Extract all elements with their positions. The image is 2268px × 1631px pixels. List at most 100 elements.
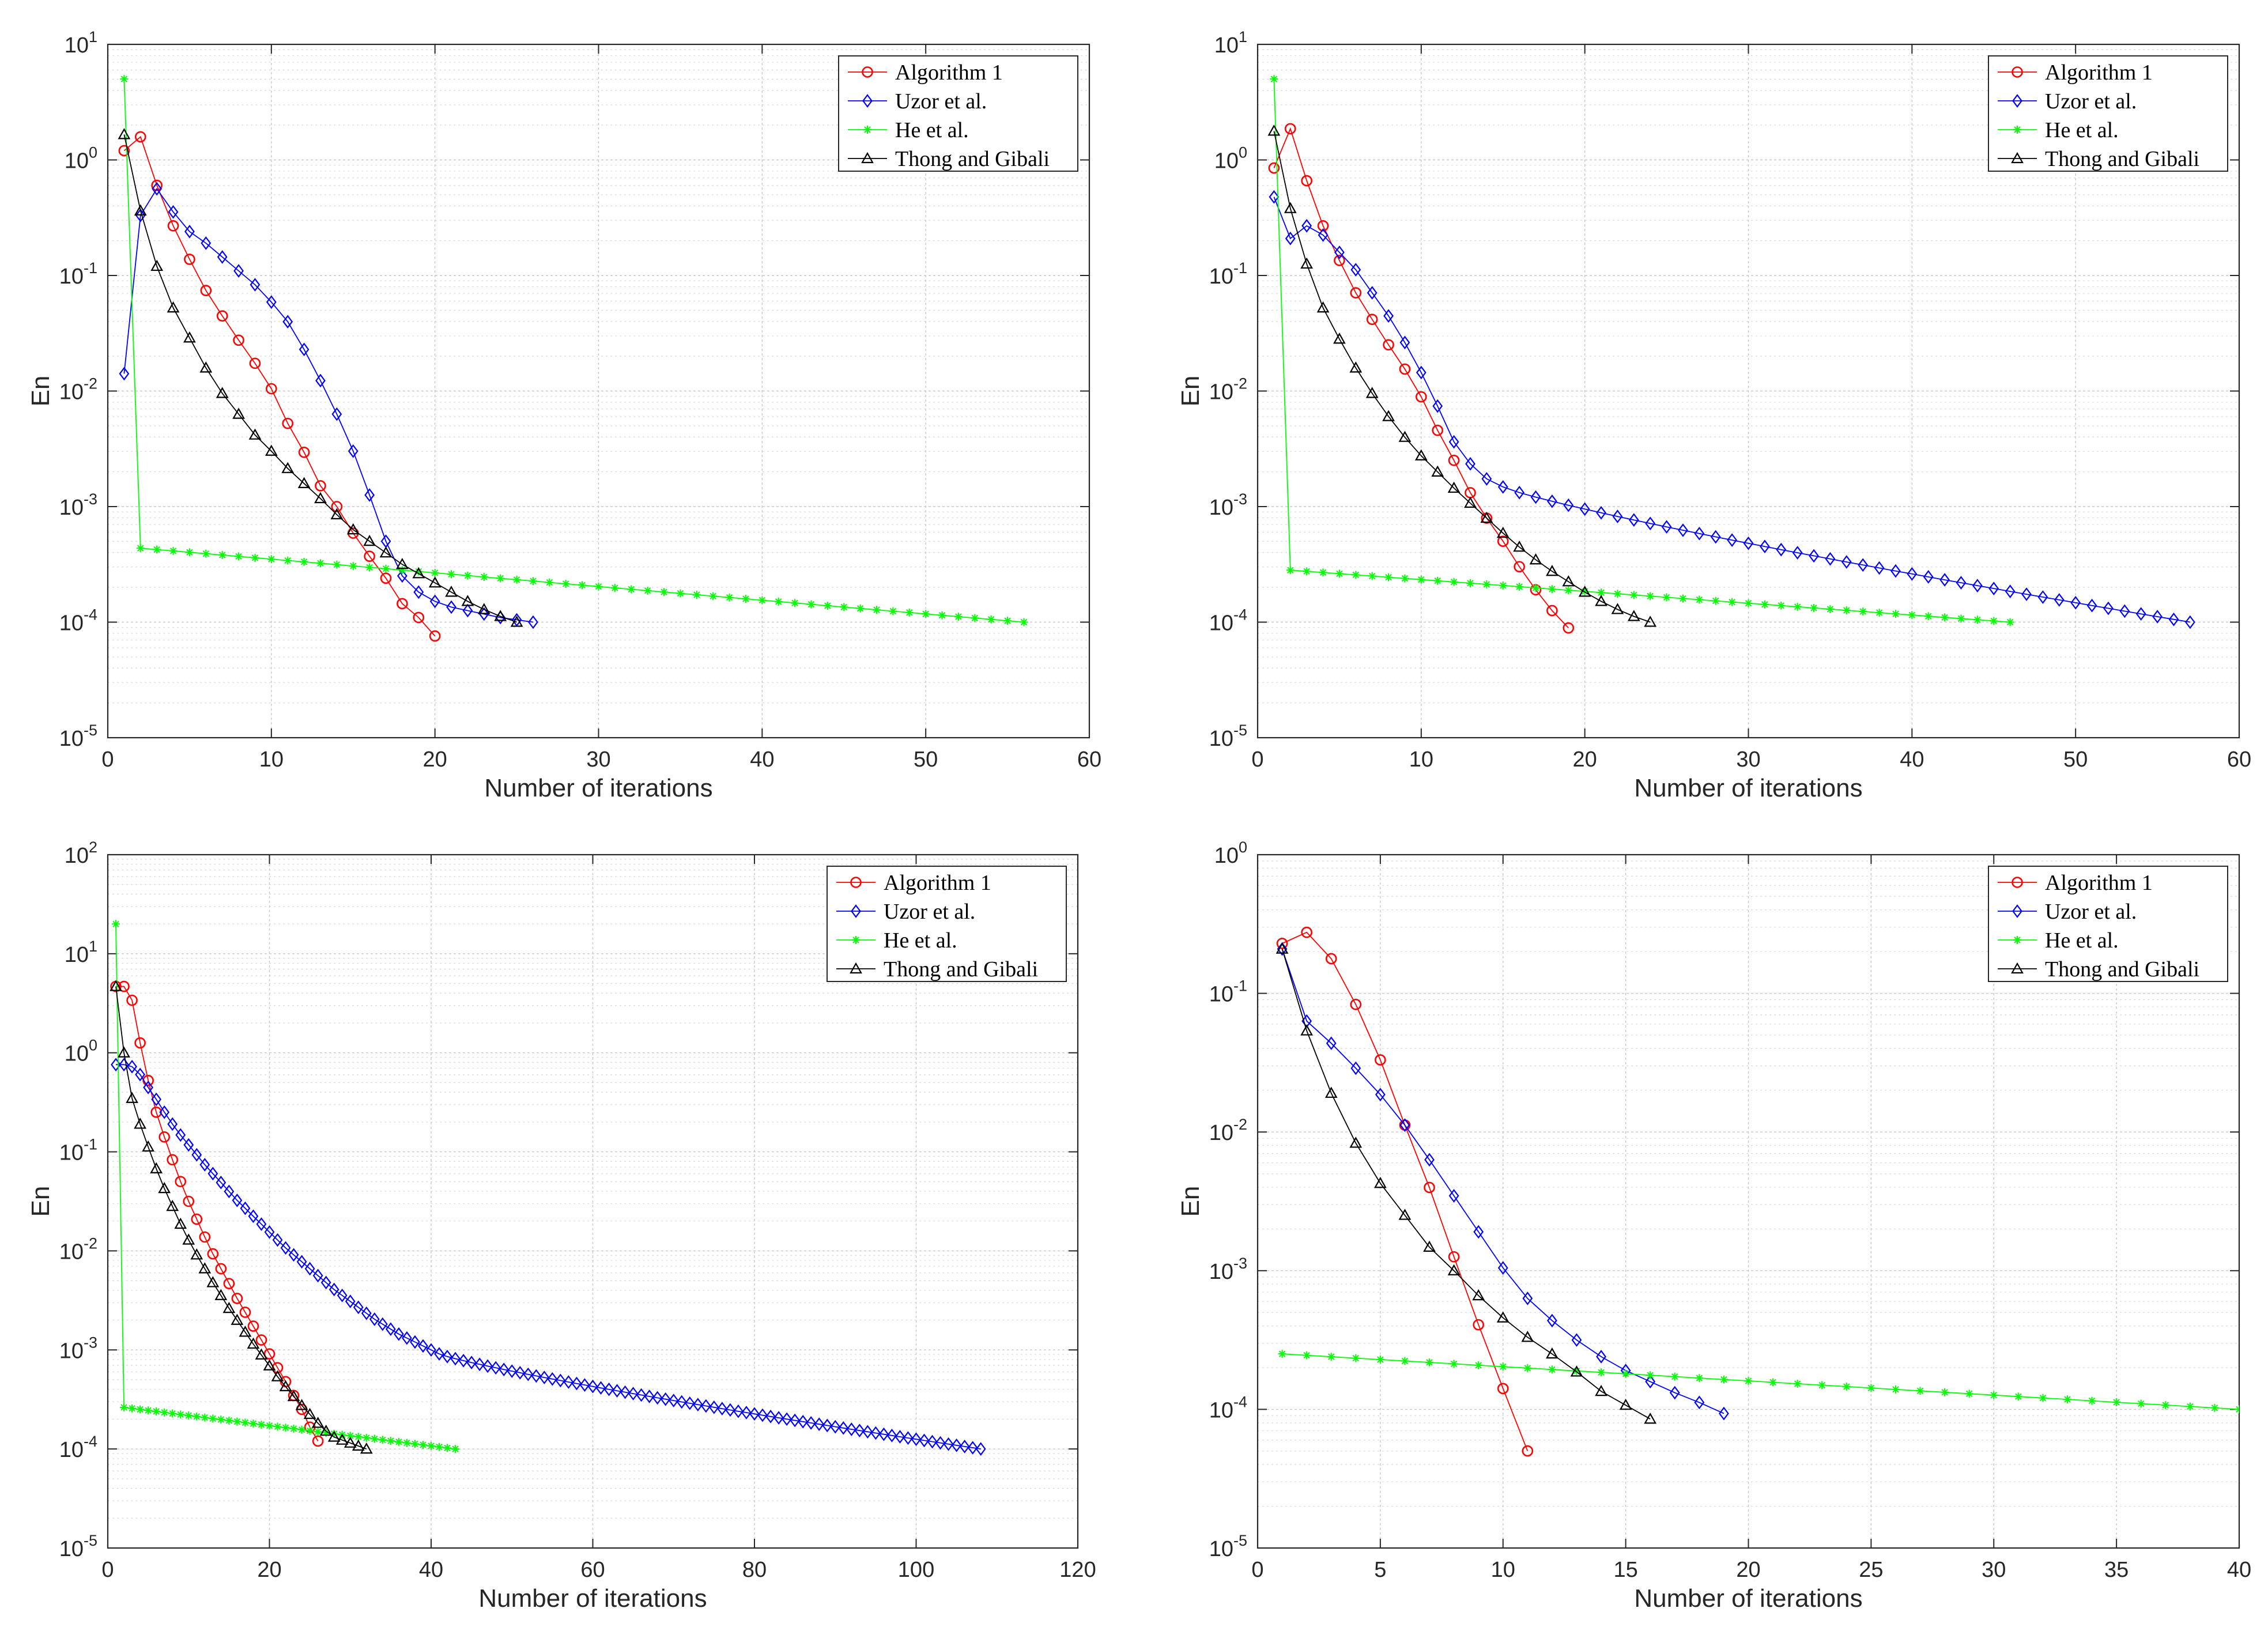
data-point [240, 1201, 251, 1215]
data-point [362, 1433, 371, 1442]
data-point [1744, 1377, 1753, 1385]
data-point [267, 555, 276, 564]
y-axis: 10-5 10-4 10-3 10-2 10-1 100 101 [59, 28, 1089, 751]
data-point [191, 1147, 202, 1162]
data-point [1621, 1369, 1630, 1378]
series-algorithm-1 [1268, 123, 1575, 634]
data-point [168, 205, 179, 219]
data-point [257, 1420, 266, 1429]
data-point [889, 607, 897, 616]
data-point [166, 1199, 179, 1211]
data-point [1350, 999, 1362, 1010]
data-point [1546, 1347, 1558, 1359]
data-point [1366, 314, 1378, 325]
data-point [1433, 576, 1442, 585]
chart-4: 0 5 10 15 20 25 30 35 40 10-5 10-4 10-3 10-2 10-1 100 N… [1176, 839, 2251, 1613]
data-point [414, 567, 423, 576]
data-point [2005, 584, 2016, 598]
y-tick-label: 100 [1214, 839, 1247, 868]
data-point [200, 285, 212, 296]
data-point [987, 615, 995, 624]
data-point [312, 1268, 323, 1283]
data-point [1867, 1384, 1875, 1392]
data-point [168, 1409, 177, 1418]
data-point [429, 594, 440, 609]
data-point [1941, 613, 1949, 622]
y-tick-label: 10-1 [59, 1136, 97, 1165]
x-tick-label: 60 [2227, 747, 2251, 772]
data-point [111, 1058, 121, 1072]
data-point [159, 1131, 170, 1143]
data-point [207, 1166, 218, 1181]
data-point [1465, 456, 1475, 471]
data-point [1497, 480, 1508, 494]
data-point [1694, 1395, 1705, 1410]
chart-3: 0 20 40 60 80 100 12010-510-410-310-210-110010… [27, 839, 1096, 1613]
legend-box [1988, 55, 2228, 172]
series-algorithm-1 [118, 131, 441, 642]
data-point [943, 1437, 954, 1451]
data-point [380, 572, 392, 584]
data-point [1269, 190, 1280, 204]
data-point [346, 523, 360, 535]
data-point [529, 577, 537, 586]
y-axis: 10-5 10-4 10-3 10-2 10-1 100 101 102 [59, 839, 1078, 1561]
data-point [443, 1444, 452, 1452]
data-point [428, 576, 441, 588]
data-point [1859, 607, 1867, 616]
data-point [386, 1437, 395, 1445]
x-axis-label: Number of iterations [1634, 1584, 1862, 1613]
data-point [507, 1364, 518, 1378]
data-point [2152, 610, 2163, 624]
data-point [135, 208, 146, 222]
data-point [790, 1413, 800, 1428]
data-point [571, 1376, 582, 1391]
x-tick-label: 80 [742, 1558, 767, 1582]
data-point [184, 1411, 193, 1420]
data-point [249, 357, 261, 369]
data-point [233, 1417, 241, 1426]
data-point [167, 1117, 178, 1131]
y-tick-label: 10-2 [1209, 1116, 1247, 1145]
data-point [1874, 561, 1885, 575]
data-point [255, 1334, 267, 1346]
data-point [1448, 454, 1460, 466]
y-tick-label: 100 [65, 144, 97, 173]
data-point [807, 600, 816, 609]
data-point [2137, 1399, 2145, 1408]
legend-marker [2012, 66, 2023, 78]
data-point [1611, 603, 1624, 614]
data-point [610, 584, 619, 592]
series-he-et-al- [1278, 1350, 2239, 1414]
y-tick-label: 10-2 [59, 375, 97, 405]
y-tick-label: 10-4 [1209, 1393, 1247, 1422]
series-thong-and-gibali [1267, 124, 1657, 627]
data-point [477, 603, 490, 614]
data-point [1547, 1313, 1557, 1328]
x-tick-label: 40 [419, 1558, 443, 1582]
data-point [120, 75, 129, 84]
data-point [1891, 610, 1900, 618]
data-point [1326, 1036, 1337, 1051]
data-point [451, 1445, 460, 1453]
data-point [1562, 575, 1575, 587]
data-point [183, 1195, 195, 1207]
series-he-et-al- [1270, 75, 2014, 626]
data-point [118, 145, 130, 157]
data-point [741, 1406, 752, 1419]
legend-label: Thong and Gibali [2045, 957, 2199, 981]
data-point [1646, 1371, 1655, 1380]
data-point [1496, 526, 1510, 538]
data-point [496, 574, 505, 583]
data-point [331, 407, 342, 421]
data-point [135, 1067, 145, 1082]
data-point [191, 1213, 203, 1225]
data-point [1497, 535, 1509, 547]
data-point [153, 545, 161, 554]
data-point [1300, 1024, 1314, 1036]
data-point [231, 1293, 243, 1304]
data-point [1613, 590, 1622, 598]
data-point [1941, 1388, 1949, 1396]
data-point [233, 334, 244, 346]
data-point [281, 1424, 290, 1432]
